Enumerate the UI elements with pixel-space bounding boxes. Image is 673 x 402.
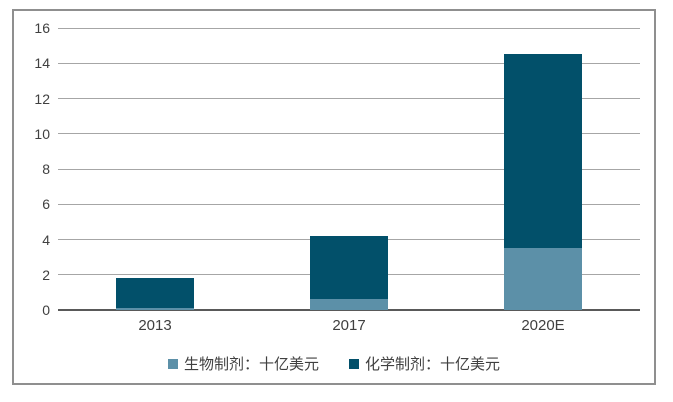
x-axis-tick-label: 2020E: [521, 317, 565, 334]
y-axis-tick-label: 0: [42, 302, 50, 318]
bar-segment: [504, 248, 582, 310]
bar-segment: [116, 308, 194, 310]
legend-label: 生物制剂：十亿美元: [183, 356, 319, 373]
legend-item: 生物制剂：十亿美元: [167, 353, 319, 374]
gridline: [58, 203, 640, 205]
y-axis-tick-label: 4: [42, 231, 50, 248]
y-axis-tick-label: 2: [42, 266, 50, 283]
gridline: [58, 62, 640, 64]
bar-2020E: [504, 54, 582, 310]
bar-segment: [310, 236, 388, 300]
x-axis-tick-label: 2017: [332, 317, 366, 334]
gridline: [58, 98, 640, 99]
legend-swatch-icon: [167, 358, 178, 369]
bar-2017: [310, 236, 388, 310]
y-axis-tick-label: 10: [34, 125, 50, 142]
gridline: [58, 27, 640, 29]
chart-frame: 0 2 4 6 8 10 12 14 16 2013 2017 2020E 生物制剂：十亿美元 化学制…: [12, 9, 656, 385]
bar-segment: [116, 278, 194, 309]
plot-area: [58, 27, 640, 311]
legend: 生物制剂：十亿美元 化学制剂：十亿美元: [14, 353, 654, 374]
y-axis-tick-label: 8: [42, 161, 50, 177]
gridline: [58, 168, 640, 170]
legend-label: 化学制剂：十亿美元: [365, 356, 501, 373]
y-axis-tick-label: 6: [42, 196, 50, 213]
bar-2013: [116, 278, 194, 310]
y-axis-tick-label: 14: [34, 55, 50, 72]
y-axis-tick-label: 12: [34, 90, 50, 107]
x-axis-tick-label: 2013: [138, 317, 172, 334]
bar-segment: [504, 54, 582, 249]
legend-swatch-icon: [349, 358, 359, 369]
legend-item: 化学制剂：十亿美元: [349, 353, 500, 374]
x-axis-line: [58, 309, 640, 311]
y-axis-tick-label: 16: [34, 20, 50, 36]
bar-segment: [310, 299, 388, 310]
gridline: [58, 133, 640, 135]
